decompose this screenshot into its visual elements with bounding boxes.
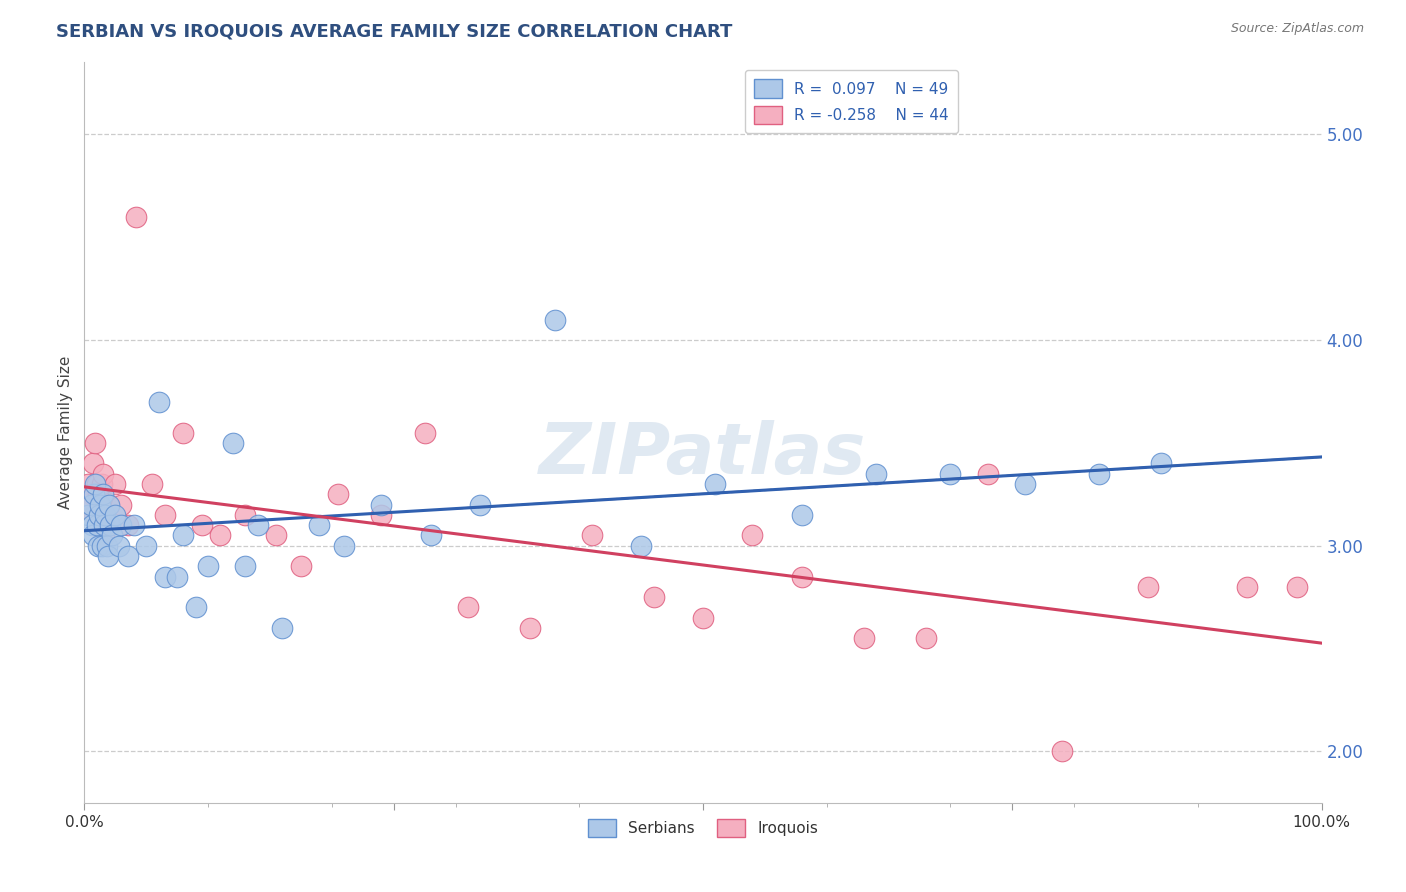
Point [135,539,157,553]
Point [692,611,714,625]
Point [1285,580,1308,594]
Point [333,539,356,553]
Point [79,498,101,512]
Point [1050,744,1073,758]
Point [470,498,492,512]
Point [172,425,194,440]
Point [326,487,349,501]
Point [1137,580,1160,594]
Point [93,528,115,542]
Point [914,632,936,646]
Point [94,518,117,533]
Point [125,210,148,224]
Point [939,467,962,481]
Point [104,508,127,522]
Point [108,539,131,553]
Point [98,498,121,512]
Point [865,467,887,481]
Text: SERBIAN VS IROQUOIS AVERAGE FAMILY SIZE CORRELATION CHART: SERBIAN VS IROQUOIS AVERAGE FAMILY SIZE … [56,22,733,40]
Point [630,539,652,553]
Point [84,436,107,450]
Point [117,549,139,563]
Point [98,498,121,512]
Point [153,508,176,522]
Point [166,569,188,583]
Y-axis label: Average Family Size: Average Family Size [58,356,73,509]
Point [1088,467,1111,481]
Point [117,518,139,533]
Point [852,632,875,646]
Point [172,528,194,542]
Point [90,539,112,553]
Point [89,498,111,512]
Point [197,559,219,574]
Point [87,539,110,553]
Point [141,477,163,491]
Text: ZIPatlas: ZIPatlas [540,420,866,490]
Point [233,559,256,574]
Point [122,518,145,533]
Point [79,487,101,501]
Point [89,518,111,533]
Point [100,528,122,542]
Point [110,518,132,533]
Point [246,518,269,533]
Point [543,312,565,326]
Point [77,477,100,491]
Point [976,467,998,481]
Point [581,528,603,542]
Point [790,569,813,583]
Point [1150,457,1173,471]
Point [790,508,813,522]
Point [80,498,103,512]
Point [308,518,330,533]
Point [91,487,114,501]
Point [1236,580,1258,594]
Point [83,487,105,501]
Point [271,621,294,635]
Point [89,508,111,522]
Point [97,549,120,563]
Point [264,528,287,542]
Point [209,528,232,542]
Point [643,590,665,604]
Point [96,539,118,553]
Point [290,559,312,574]
Point [519,621,541,635]
Point [704,477,727,491]
Point [82,528,104,542]
Point [370,498,392,512]
Point [82,457,104,471]
Point [191,518,214,533]
Point [370,508,392,522]
Point [457,600,479,615]
Point [83,508,105,522]
Point [1014,477,1036,491]
Point [84,477,107,491]
Point [80,518,103,533]
Point [110,498,132,512]
Point [90,477,112,491]
Point [91,467,114,481]
Point [419,528,441,542]
Point [184,600,207,615]
Point [222,436,245,450]
Point [87,487,110,501]
Point [94,508,117,522]
Point [98,518,121,533]
Point [77,508,100,522]
Point [89,508,111,522]
Text: Source: ZipAtlas.com: Source: ZipAtlas.com [1230,22,1364,36]
Point [148,394,170,409]
Point [153,569,176,583]
Point [93,518,115,533]
Point [104,477,127,491]
Point [86,518,108,533]
Point [233,508,256,522]
Point [741,528,763,542]
Point [86,477,108,491]
Point [413,425,436,440]
Legend: Serbians, Iroquois: Serbians, Iroquois [582,813,824,843]
